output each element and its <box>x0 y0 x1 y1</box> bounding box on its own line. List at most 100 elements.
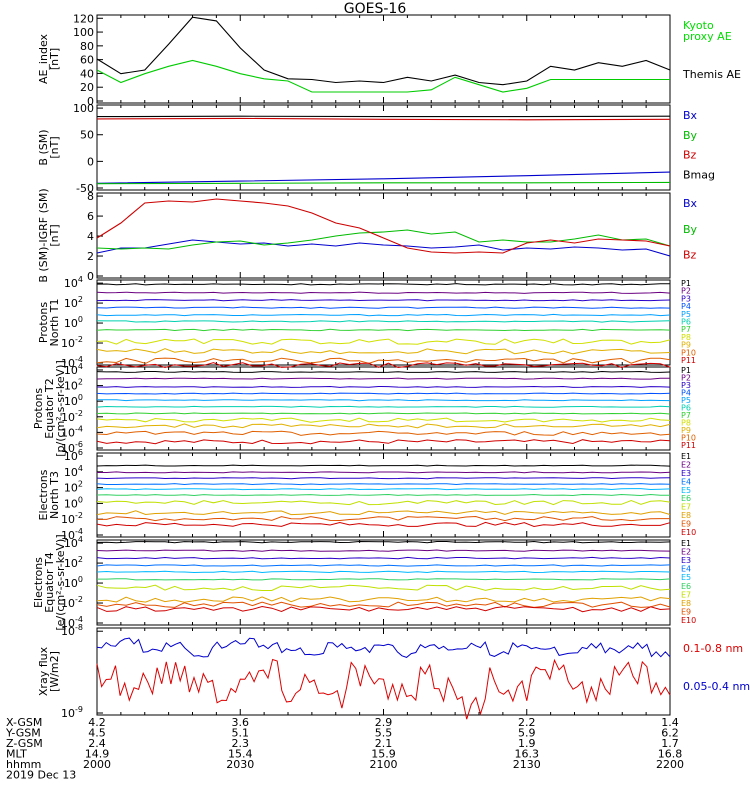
ephemeris-value: 1.4 <box>661 716 679 729</box>
channel-line-e4 <box>96 564 671 567</box>
channel-line-p5 <box>96 313 671 317</box>
channel-line-e8 <box>96 596 671 603</box>
y-tick-label: -50 <box>76 182 94 195</box>
y-axis-label: [W/m2] <box>48 651 61 692</box>
legend-entry: By <box>683 223 698 236</box>
channel-line-e3 <box>96 556 671 560</box>
y-axis-label: [p/(cm²-s-sr-keV)] <box>54 360 67 457</box>
y-axis-label: B (SM)-IGRF (SM) <box>37 188 50 282</box>
channel-line-p8 <box>96 417 671 423</box>
channel-label: E3 <box>681 469 691 478</box>
y-axis-label: North T1 <box>48 299 61 347</box>
channel-label: P8 <box>681 419 691 428</box>
channel-line-e1 <box>96 464 671 467</box>
ephemeris-value: 15.4 <box>228 748 253 761</box>
channel-label: E7 <box>681 503 691 512</box>
channel-line-p8 <box>96 338 671 345</box>
y-axis-label: [nT] <box>48 136 61 158</box>
channel-line-e9 <box>96 601 671 608</box>
ephemeris-value: 4.5 <box>88 727 106 740</box>
channel-line-p10 <box>96 357 671 364</box>
channel-line-p2 <box>96 291 671 294</box>
legend-entry: Bz <box>683 249 697 262</box>
channel-label: P2 <box>681 287 691 296</box>
channel-label: P6 <box>681 404 691 413</box>
xray-line-short <box>96 637 671 658</box>
ephemeris-label: MLT <box>6 748 27 761</box>
channel-line-p11 <box>96 439 671 445</box>
panel-bigrf: 0 2 4 6 8 B (SM)-IGRF (SM)[nT] <box>37 188 671 283</box>
y-tick-label: 10-2 <box>61 511 83 526</box>
channel-line-p3 <box>96 385 671 388</box>
series-line-by <box>96 229 671 250</box>
y-axis-label: Electrons <box>32 557 45 608</box>
y-axis-label: B (SM) <box>37 129 50 165</box>
y-tick-label: 120 <box>73 12 94 25</box>
channel-label: P3 <box>681 294 691 303</box>
y-tick-label: 100 <box>73 26 94 39</box>
channel-label: P11 <box>681 356 696 365</box>
ephemeris-label: Z-GSM <box>6 737 43 750</box>
channel-label: P7 <box>681 325 691 334</box>
series-line-bx <box>96 171 671 184</box>
ephemeris-value: 6.2 <box>661 727 679 740</box>
channel-label: E9 <box>681 520 691 529</box>
channel-label: E5 <box>681 573 691 582</box>
y-tick-label: 10-9 <box>61 705 83 720</box>
y-tick-label: 0 <box>87 270 94 283</box>
legend-entry: Themis AE <box>682 68 741 81</box>
channel-label: E1 <box>681 539 691 548</box>
y-axis-label: Electrons <box>37 469 50 520</box>
channel-label: P8 <box>681 333 691 342</box>
channel-label: E10 <box>681 528 696 537</box>
series-line-kyoto-proxy-ae <box>96 59 670 93</box>
channel-line-e7 <box>96 584 671 591</box>
panel-frame <box>96 104 671 191</box>
ephemeris-value: 2200 <box>656 758 684 771</box>
channel-line-e3 <box>96 477 671 480</box>
y-axis-label: AE_index <box>37 33 50 84</box>
ephemeris-value: 2000 <box>83 758 111 771</box>
channel-line-e4 <box>96 483 671 486</box>
channel-line-p9 <box>96 348 671 355</box>
channel-line-e9 <box>97 515 670 522</box>
legend-entry: Kyoto <box>683 19 714 32</box>
y-tick-label: 10-8 <box>61 623 83 638</box>
y-tick-label: 104 <box>64 275 83 290</box>
channel-label: P11 <box>681 441 696 450</box>
y-tick-label: 104 <box>64 464 83 479</box>
channel-label: P9 <box>681 341 691 350</box>
channel-label: P7 <box>681 411 691 420</box>
ephemeris-label: Y-GSM <box>5 727 41 740</box>
y-axis-label: [nT] <box>48 48 61 70</box>
channel-label: P5 <box>681 310 691 319</box>
channel-line-p11 <box>96 362 671 369</box>
channel-line-p7 <box>96 328 671 332</box>
panel-bsm: -50 0 50 100 B (SM)[nT] <box>37 102 671 195</box>
ephemeris-label: hhmm <box>6 758 41 771</box>
legend-entry: Bx <box>683 109 698 122</box>
y-tick-label: 106 <box>64 448 83 463</box>
ephemeris-label: 2019 Dec 13 <box>6 769 76 782</box>
legend-entry: 0.05-0.4 nm <box>683 680 750 693</box>
y-axis-label: Protons <box>32 388 45 429</box>
ephemeris-value: 2.2 <box>518 716 536 729</box>
ephemeris-value: 2.4 <box>88 737 106 750</box>
ephemeris-value: 16.3 <box>515 748 540 761</box>
panel-frame <box>96 539 671 626</box>
ephemeris-value: 2.3 <box>232 737 250 750</box>
channel-label: P4 <box>681 389 691 398</box>
ephemeris-value: 2130 <box>513 758 541 771</box>
channel-line-p1 <box>96 370 671 373</box>
channel-label: P3 <box>681 381 691 390</box>
y-tick-label: 0 <box>87 155 94 168</box>
y-axis-label: Protons <box>37 302 50 343</box>
channel-line-e5 <box>96 488 671 491</box>
ephemeris-value: 1.7 <box>661 737 679 750</box>
series-line-bz <box>96 117 671 121</box>
ephemeris-value: 2.1 <box>375 737 393 750</box>
channel-label: E10 <box>681 616 696 625</box>
